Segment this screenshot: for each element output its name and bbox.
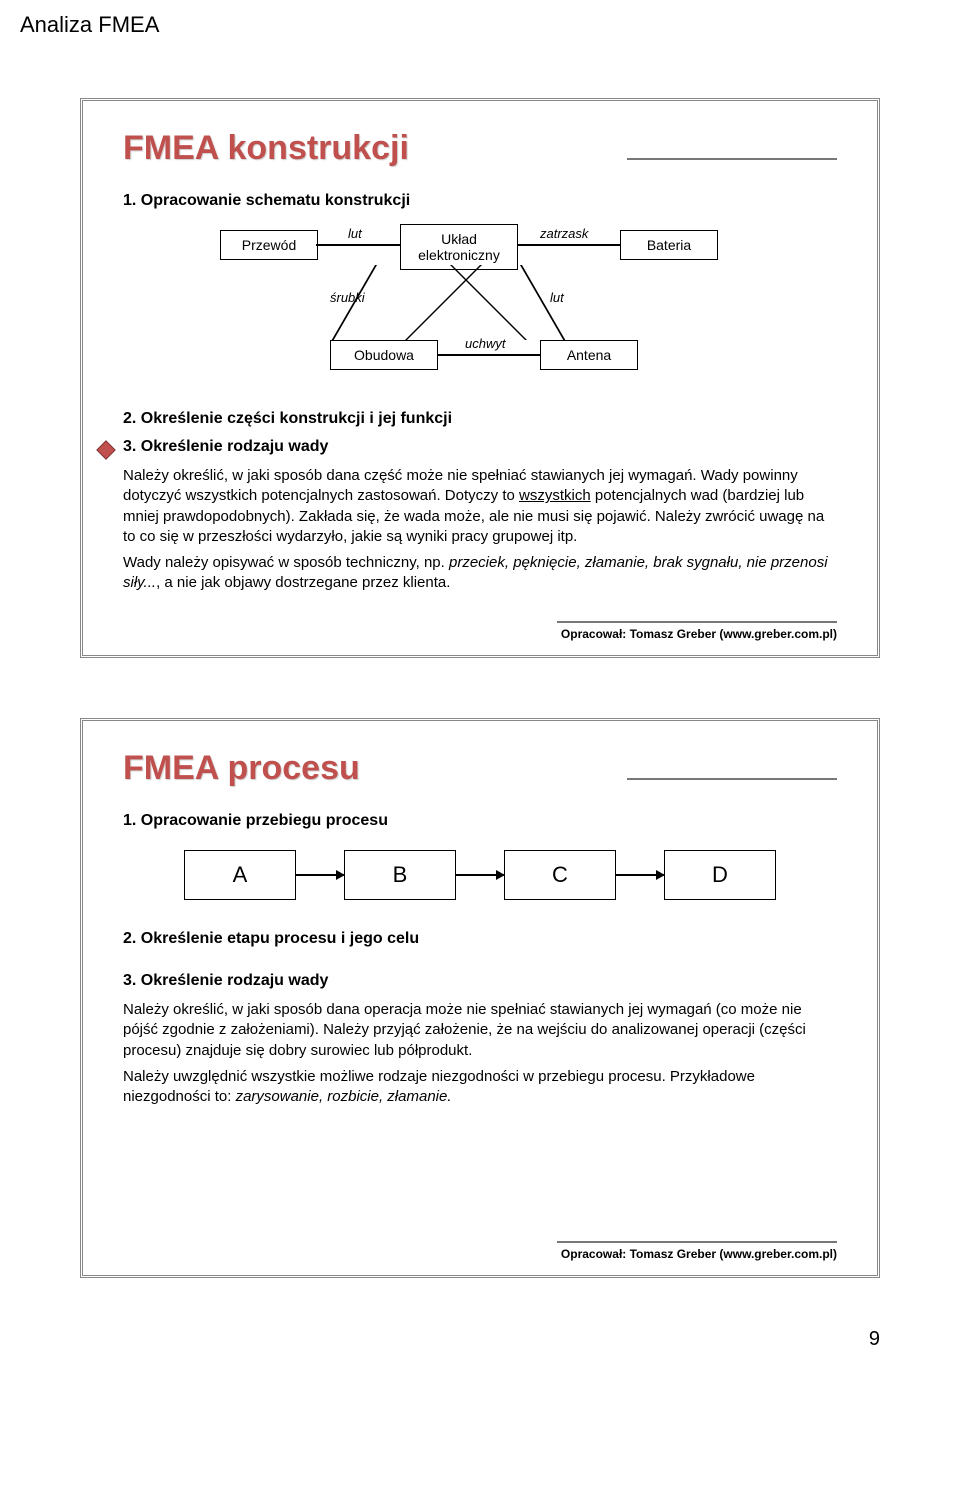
diamond-bullet-icon	[95, 439, 117, 461]
slide1-step1: 1. Opracowanie schematu konstrukcji	[123, 192, 837, 210]
text-underline: wszystkich	[519, 487, 591, 504]
edge-line	[438, 354, 540, 356]
edge-line	[405, 265, 482, 340]
edge-line	[316, 244, 400, 246]
edge-label-lut2: lut	[550, 290, 564, 305]
flow-node-c: C	[504, 850, 616, 900]
construction-schematic: Przewód Układ elektroniczny Bateria Obud…	[220, 220, 740, 390]
slide-footer: Opracował: Tomasz Greber (www.greber.com…	[557, 1241, 837, 1261]
slide-footer: Opracował: Tomasz Greber (www.greber.com…	[557, 621, 837, 641]
flow-arrow	[456, 874, 504, 876]
slide-2-container: FMEA procesu 1. Opracowanie przebiegu pr…	[80, 718, 880, 1278]
edge-label-uchwyt: uchwyt	[465, 336, 505, 351]
edge-line	[518, 244, 620, 246]
node-bateria: Bateria	[620, 230, 718, 260]
node-przewod: Przewód	[220, 230, 318, 260]
process-flow: A B C D	[123, 850, 837, 900]
text: Wady należy opisywać w sposób techniczny…	[123, 554, 449, 571]
flow-node-b: B	[344, 850, 456, 900]
page-number: 9	[0, 1318, 960, 1371]
slide2-step3-head: 3. Określenie rodzaju wady	[123, 972, 837, 990]
slide-1-title: FMEA konstrukcji	[123, 129, 409, 168]
flow-arrow	[616, 874, 664, 876]
edge-line	[450, 265, 527, 340]
node-uklad: Układ elektroniczny	[400, 224, 518, 270]
flow-node-d: D	[664, 850, 776, 900]
slide-1-container: FMEA konstrukcji 1. Opracowanie schematu…	[80, 98, 880, 658]
node-antena: Antena	[540, 340, 638, 370]
slide1-step3-p2: Wady należy opisywać w sposób techniczny…	[123, 553, 837, 594]
node-obudowa: Obudowa	[330, 340, 438, 370]
flow-node-a: A	[184, 850, 296, 900]
edge-label-srubki: śrubki	[330, 290, 365, 305]
edge-label-lut1: lut	[348, 226, 362, 241]
document-header: Analiza FMEA	[0, 0, 960, 38]
slide-1: FMEA konstrukcji 1. Opracowanie schematu…	[80, 98, 880, 658]
slide-2-title: FMEA procesu	[123, 749, 360, 788]
flow-arrow	[296, 874, 344, 876]
slide2-step1: 1. Opracowanie przebiegu procesu	[123, 812, 837, 830]
title-rule	[627, 158, 837, 160]
title-rule	[627, 778, 837, 780]
slide1-step2: 2. Określenie części konstrukcji i jej f…	[123, 410, 837, 428]
edge-label-zatrzask: zatrzask	[540, 226, 588, 241]
slide2-step2: 2. Określenie etapu procesu i jego celu	[123, 930, 837, 948]
slide1-step3-p1: Należy określić, w jaki sposób dana częś…	[123, 466, 837, 547]
slide2-step3-p2: Należy uwzględnić wszystkie możliwe rodz…	[123, 1067, 837, 1108]
text: , a nie jak objawy dostrzegane przez kli…	[156, 574, 450, 591]
slide1-step3-head: 3. Określenie rodzaju wady	[123, 438, 837, 456]
text-italic: zarysowanie, rozbicie, złamanie.	[236, 1088, 452, 1105]
slide-2: FMEA procesu 1. Opracowanie przebiegu pr…	[80, 718, 880, 1278]
slide2-step3-p1: Należy określić, w jaki sposób dana oper…	[123, 1000, 837, 1061]
